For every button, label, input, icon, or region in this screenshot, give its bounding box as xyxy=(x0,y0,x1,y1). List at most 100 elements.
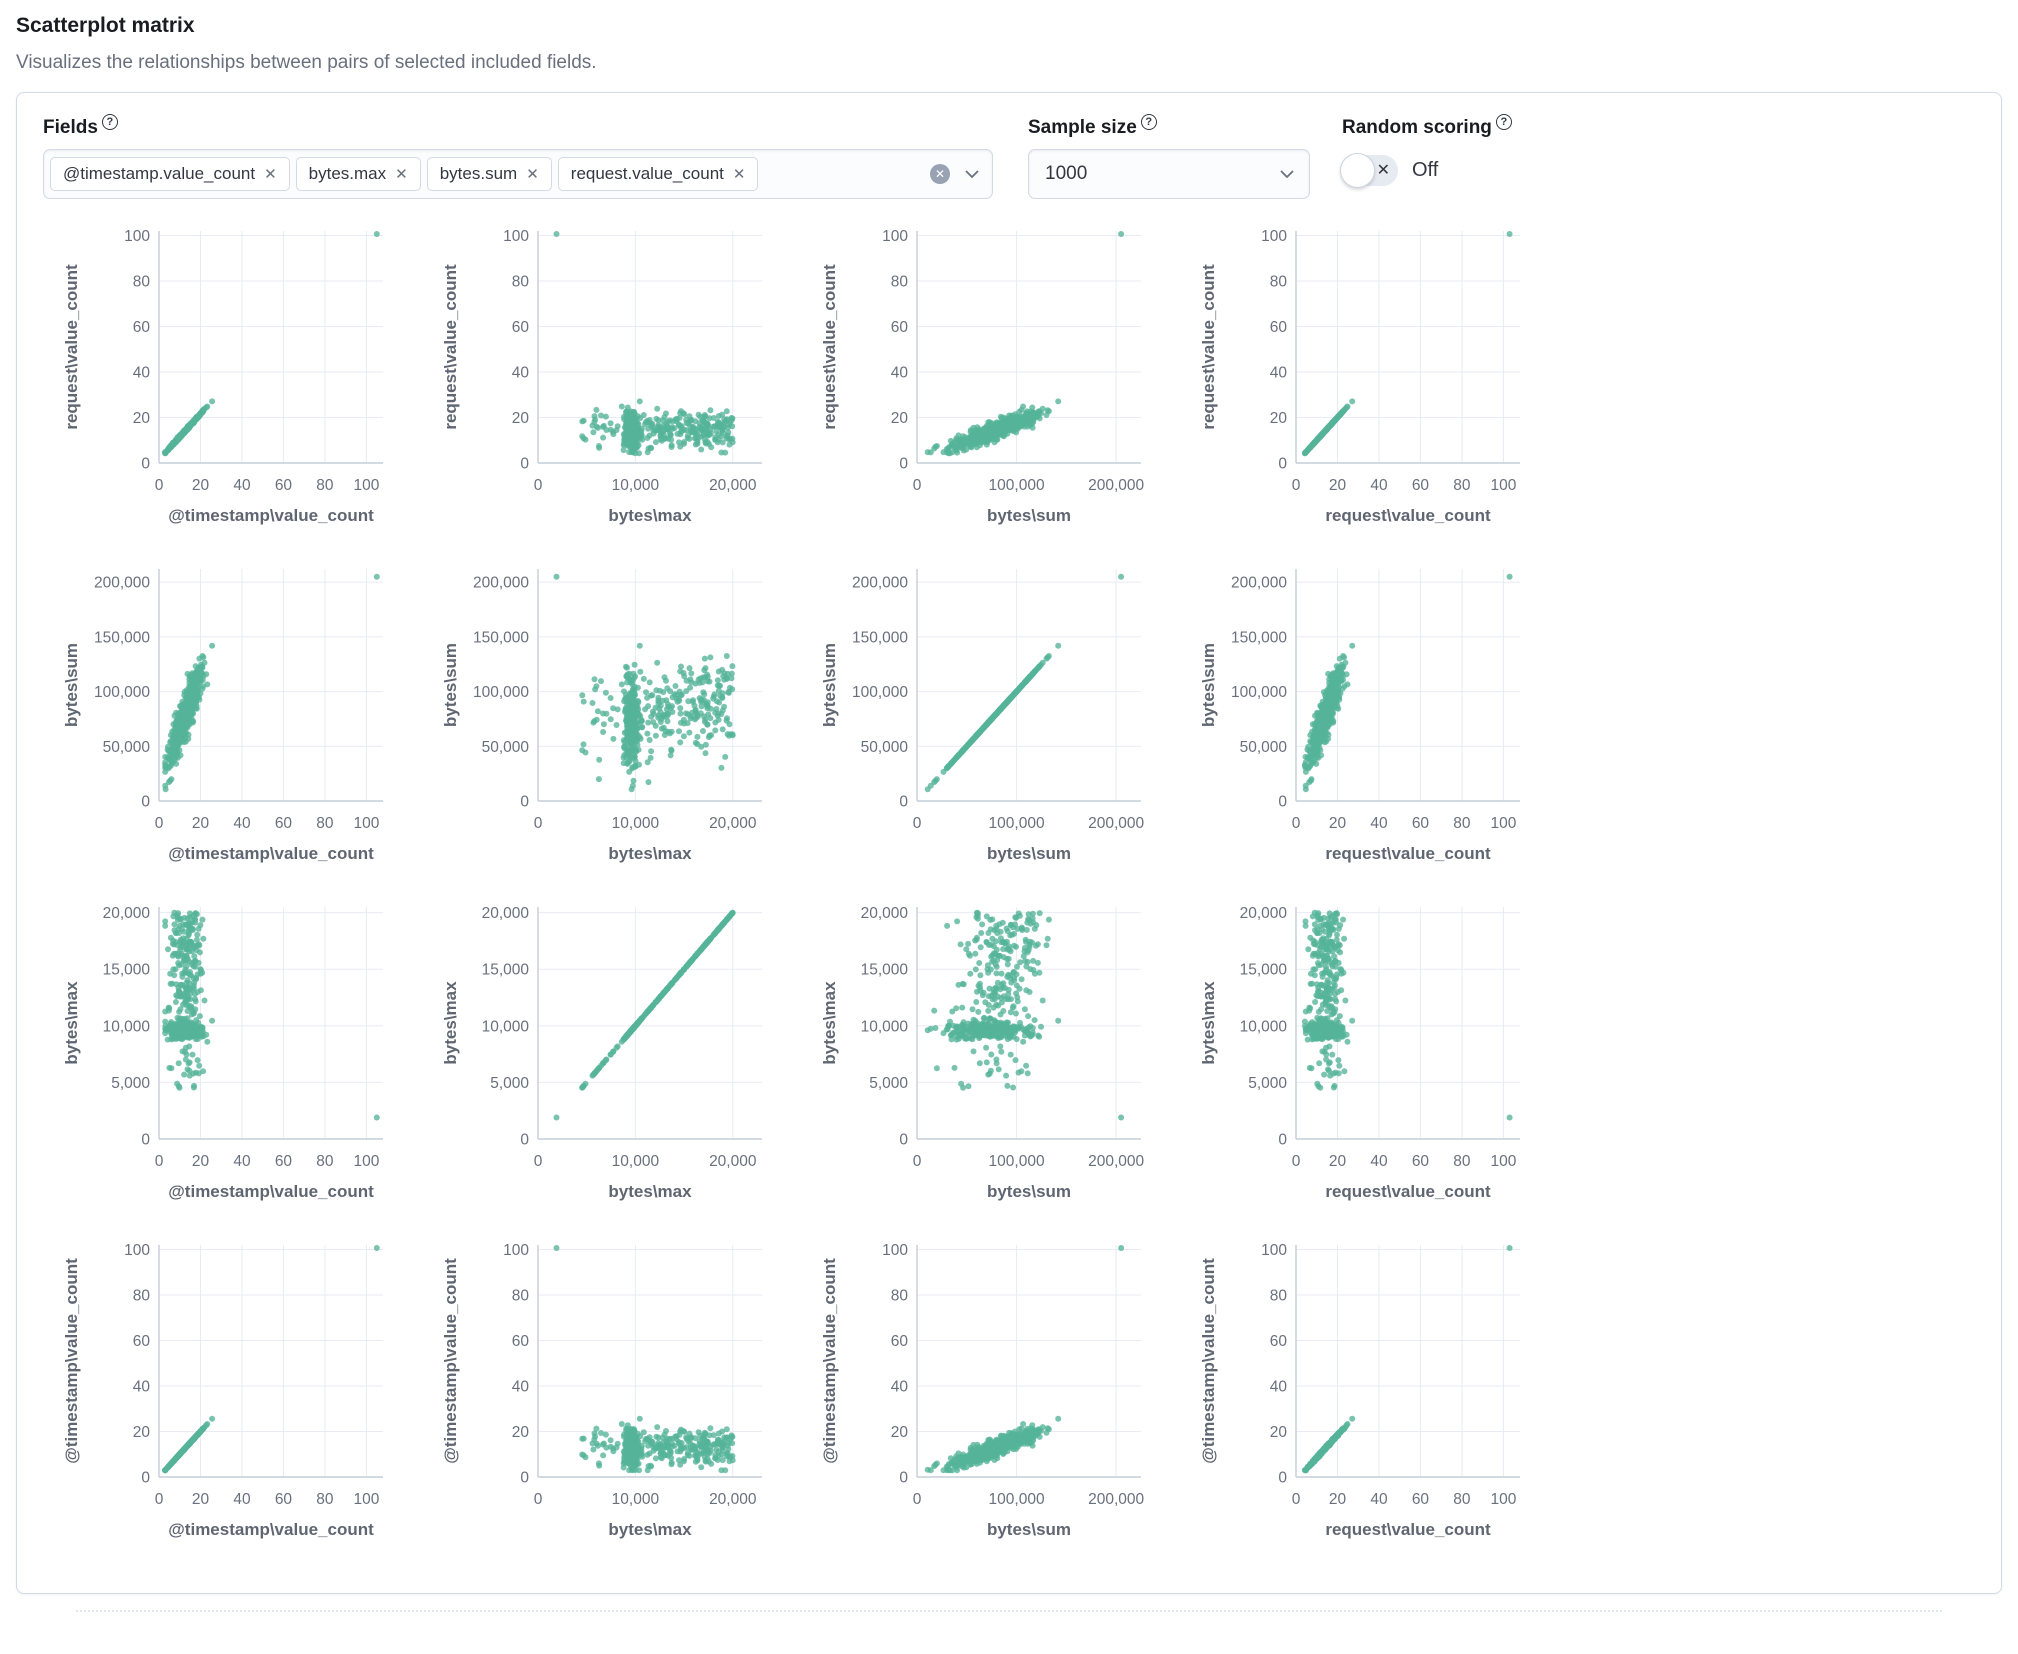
svg-text:60: 60 xyxy=(275,1153,293,1170)
fields-chevron-down-icon[interactable] xyxy=(964,166,980,182)
svg-text:0: 0 xyxy=(520,794,529,811)
svg-text:80: 80 xyxy=(316,477,334,494)
svg-text:50,000: 50,000 xyxy=(482,739,530,756)
svg-text:0: 0 xyxy=(141,794,150,811)
svg-text:0: 0 xyxy=(534,815,543,832)
field-pill-label: request.value_count xyxy=(570,164,724,183)
random-scoring-control: Random scoring ? ✕ Off xyxy=(1340,114,1512,188)
svg-text:20: 20 xyxy=(133,410,151,427)
scatter-cell-s-vs-r[interactable]: 0 50,000 100,000 150,000 200,000 0 20 40 60 80 100… xyxy=(1180,555,1559,893)
svg-text:20: 20 xyxy=(1329,815,1347,832)
scatter-cell-m-vs-m[interactable]: 0 5,000 10,000 15,000 20,000 0 10,000 20,000 byt… xyxy=(422,893,801,1231)
svg-text:bytes\sum: bytes\sum xyxy=(62,643,81,727)
svg-text:100,000: 100,000 xyxy=(989,477,1045,494)
svg-text:200,000: 200,000 xyxy=(1088,477,1144,494)
field-pill-remove-icon[interactable]: ✕ xyxy=(732,165,746,183)
scatterplot-matrix: 0 20 40 60 80 100 0 20 40 60 80 100 request\value_co… xyxy=(43,217,1973,1569)
svg-text:bytes\sum: bytes\sum xyxy=(441,643,460,727)
random-scoring-toggle[interactable]: ✕ xyxy=(1340,153,1398,188)
svg-text:100: 100 xyxy=(882,228,908,245)
svg-text:@timestamp\value_count: @timestamp\value_count xyxy=(168,506,374,525)
svg-text:80: 80 xyxy=(1270,274,1288,291)
svg-text:0: 0 xyxy=(1278,794,1287,811)
svg-text:0: 0 xyxy=(141,1132,150,1149)
scatter-cell-r-vs-t[interactable]: 0 20 40 60 80 100 0 20 40 60 80 100 request\value_co… xyxy=(43,217,422,555)
fields-help-icon[interactable]: ? xyxy=(101,114,118,130)
svg-text:100,000: 100,000 xyxy=(852,684,908,701)
svg-text:0: 0 xyxy=(141,456,150,473)
fields-pill-list: @timestamp.value_count ✕ bytes.max ✕ bytes.s… xyxy=(50,157,918,191)
svg-text:request\value_count: request\value_count xyxy=(1325,506,1491,525)
svg-text:80: 80 xyxy=(512,274,530,291)
svg-text:40: 40 xyxy=(1370,815,1388,832)
svg-text:@timestamp\value_count: @timestamp\value_count xyxy=(168,1182,374,1201)
svg-text:80: 80 xyxy=(1453,815,1471,832)
field-pill-remove-icon[interactable]: ✕ xyxy=(264,165,277,183)
svg-text:bytes\max: bytes\max xyxy=(608,844,692,863)
scatter-cell-s-vs-t[interactable]: 0 50,000 100,000 150,000 200,000 0 20 40 60 80 100… xyxy=(43,555,422,893)
svg-text:40: 40 xyxy=(233,477,251,494)
scatter-cell-s-vs-m[interactable]: 0 50,000 100,000 150,000 200,000 0 10,000 20,00… xyxy=(422,555,801,893)
svg-text:100,000: 100,000 xyxy=(1231,684,1287,701)
svg-text:@timestamp\value_count: @timestamp\value_count xyxy=(168,844,374,863)
svg-text:0: 0 xyxy=(155,1153,164,1170)
field-pill-remove-icon[interactable]: ✕ xyxy=(395,165,408,183)
svg-text:100: 100 xyxy=(124,228,150,245)
svg-text:20: 20 xyxy=(192,1153,210,1170)
svg-text:0: 0 xyxy=(520,456,529,473)
svg-text:150,000: 150,000 xyxy=(1231,629,1287,646)
scatter-cell-r-vs-s[interactable]: 0 20 40 60 80 100 0 100,000 200,000 request\value… xyxy=(801,217,1180,555)
scatter-cell-r-vs-m[interactable]: 0 20 40 60 80 100 0 10,000 20,000 request\value_c… xyxy=(422,217,801,555)
field-pill-label: @timestamp.value_count xyxy=(63,164,256,183)
svg-text:10,000: 10,000 xyxy=(612,815,660,832)
svg-text:80: 80 xyxy=(316,815,334,832)
svg-text:request\value_count: request\value_count xyxy=(62,264,81,430)
svg-text:request\value_count: request\value_count xyxy=(1199,264,1218,430)
field-pill[interactable]: request.value_count ✕ xyxy=(557,157,759,191)
svg-text:bytes\sum: bytes\sum xyxy=(987,844,1071,863)
sample-size-help-icon[interactable]: ? xyxy=(1140,114,1157,130)
svg-text:40: 40 xyxy=(133,365,151,382)
scatter-cell-t-vs-m[interactable]: 0 20 40 60 80 100 0 10,000 20,000 @timestamp\valu… xyxy=(422,1231,801,1569)
field-pill[interactable]: bytes.max ✕ xyxy=(295,157,421,191)
scatter-cell-t-vs-t[interactable]: 0 20 40 60 80 100 0 20 40 60 80 100 @timestamp\value… xyxy=(43,1231,422,1569)
svg-text:0: 0 xyxy=(534,477,543,494)
scatter-cell-m-vs-r[interactable]: 0 5,000 10,000 15,000 20,000 0 20 40 60 80 100 byte… xyxy=(1180,893,1559,1231)
scatter-cell-t-vs-s[interactable]: 0 20 40 60 80 100 0 100,000 200,000 @timestamp\va… xyxy=(801,1231,1180,1569)
svg-text:150,000: 150,000 xyxy=(852,629,908,646)
fields-control: Fields ? @timestamp.value_count ✕ bytes.ma… xyxy=(43,114,993,199)
scatterplot-matrix-panel: Fields ? @timestamp.value_count ✕ bytes.ma… xyxy=(16,92,2002,1594)
clear-all-fields-icon[interactable]: ✕ xyxy=(930,164,950,184)
svg-text:bytes\max: bytes\max xyxy=(62,981,81,1065)
svg-text:bytes\sum: bytes\sum xyxy=(820,643,839,727)
svg-text:200,000: 200,000 xyxy=(1231,575,1287,592)
svg-text:60: 60 xyxy=(1412,815,1430,832)
field-pill[interactable]: @timestamp.value_count ✕ xyxy=(50,157,290,191)
scatter-cell-t-vs-r[interactable]: 0 20 40 60 80 100 0 20 40 60 80 100 @timestamp\value… xyxy=(1180,1231,1559,1569)
svg-text:20,000: 20,000 xyxy=(709,815,757,832)
scatter-cell-m-vs-t[interactable]: 0 5,000 10,000 15,000 20,000 0 20 40 60 80 100 byte… xyxy=(43,893,422,1231)
svg-text:80: 80 xyxy=(133,274,151,291)
svg-text:50,000: 50,000 xyxy=(1240,739,1288,756)
svg-text:request\value_count: request\value_count xyxy=(441,264,460,430)
sample-size-chevron-down-icon xyxy=(1279,166,1295,182)
section-divider xyxy=(76,1610,1942,1612)
svg-text:10,000: 10,000 xyxy=(612,477,660,494)
fields-combobox[interactable]: @timestamp.value_count ✕ bytes.max ✕ bytes.s… xyxy=(43,149,993,199)
scatter-cell-r-vs-r[interactable]: 0 20 40 60 80 100 0 20 40 60 80 100 request\value_co… xyxy=(1180,217,1559,555)
scatter-cell-m-vs-s[interactable]: 0 5,000 10,000 15,000 20,000 0 100,000 200,000 b… xyxy=(801,893,1180,1231)
svg-text:60: 60 xyxy=(1270,319,1288,336)
svg-text:100: 100 xyxy=(1261,228,1287,245)
toggle-thumb xyxy=(1340,153,1375,188)
random-scoring-help-icon[interactable]: ? xyxy=(1495,114,1512,130)
sample-size-select[interactable]: 1000 xyxy=(1028,149,1310,199)
field-pill[interactable]: bytes.sum ✕ xyxy=(426,157,552,191)
svg-text:100: 100 xyxy=(1490,477,1516,494)
svg-text:200,000: 200,000 xyxy=(473,575,529,592)
svg-text:5,000: 5,000 xyxy=(111,1075,150,1092)
scatter-cell-s-vs-s[interactable]: 0 50,000 100,000 150,000 200,000 0 100,000 200,… xyxy=(801,555,1180,893)
field-pill-remove-icon[interactable]: ✕ xyxy=(526,165,539,183)
svg-text:60: 60 xyxy=(891,319,909,336)
svg-text:20: 20 xyxy=(891,410,909,427)
svg-text:100,000: 100,000 xyxy=(94,684,150,701)
